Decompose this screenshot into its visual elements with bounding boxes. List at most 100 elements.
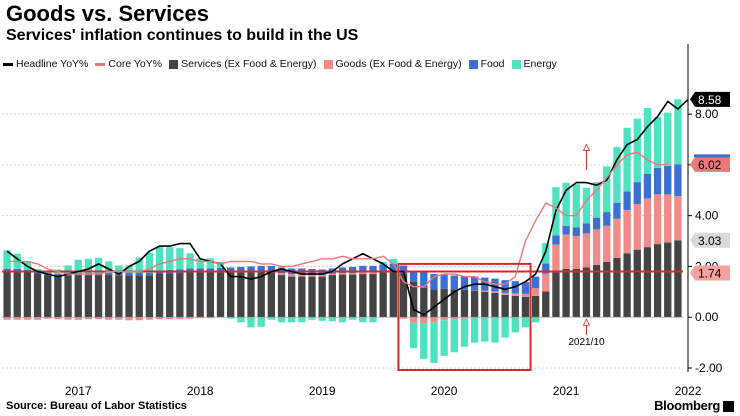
bar-food bbox=[399, 265, 408, 274]
bar-services bbox=[521, 296, 530, 318]
bar-food bbox=[389, 263, 397, 271]
x-tick-label: 2020 bbox=[431, 384, 458, 398]
bar-goods bbox=[440, 317, 448, 321]
bar-goods bbox=[420, 317, 428, 324]
bar-goods bbox=[450, 317, 458, 320]
bar-services bbox=[460, 289, 469, 318]
bar-food bbox=[105, 273, 113, 276]
bar-food bbox=[33, 271, 42, 274]
bar-goods bbox=[399, 317, 408, 319]
legend-item-food: Food bbox=[468, 58, 505, 70]
bar-services bbox=[237, 272, 245, 318]
bar-services bbox=[247, 272, 255, 318]
bar-goods bbox=[166, 317, 174, 320]
bar-energy bbox=[572, 184, 580, 228]
bar-goods bbox=[653, 194, 662, 245]
bar-food bbox=[227, 267, 235, 272]
bar-services bbox=[308, 276, 316, 318]
bar-services bbox=[257, 272, 265, 318]
bar-goods bbox=[491, 291, 499, 293]
bar-energy bbox=[521, 317, 530, 328]
bar-food bbox=[653, 167, 662, 195]
legend-swatch-energy bbox=[511, 59, 521, 69]
legend-label-goods: Goods (Ex Food & Energy) bbox=[335, 58, 462, 70]
y-tick-label: -2.00 bbox=[695, 361, 723, 375]
bar-services bbox=[450, 289, 458, 318]
bar-services bbox=[674, 240, 682, 318]
bar-food bbox=[633, 182, 641, 204]
bar-goods bbox=[288, 274, 296, 277]
bar-goods bbox=[511, 293, 519, 296]
bar-services bbox=[491, 292, 499, 318]
bar-energy bbox=[562, 182, 570, 226]
bar-energy bbox=[267, 317, 276, 320]
bar-energy bbox=[125, 265, 133, 274]
bar-energy bbox=[257, 317, 265, 327]
bar-goods bbox=[308, 274, 316, 277]
bar-goods bbox=[54, 317, 62, 320]
bar-goods bbox=[115, 317, 123, 320]
bar-goods bbox=[369, 272, 377, 275]
bar-food bbox=[216, 267, 225, 273]
bar-goods bbox=[582, 233, 591, 268]
legend-item-core: Core YoY% bbox=[95, 58, 162, 70]
bar-food bbox=[623, 191, 631, 211]
bar-energy bbox=[277, 317, 286, 323]
bar-goods bbox=[94, 317, 103, 320]
bar-goods bbox=[84, 317, 93, 320]
bar-goods bbox=[572, 235, 580, 269]
bar-goods bbox=[33, 317, 42, 320]
bar-energy bbox=[643, 107, 652, 175]
bar-energy bbox=[338, 317, 347, 323]
bar-food bbox=[206, 268, 215, 273]
bar-services bbox=[115, 275, 123, 318]
bar-energy bbox=[674, 99, 682, 165]
legend-swatch-goods bbox=[323, 59, 333, 69]
bar-energy bbox=[349, 317, 357, 320]
bar-energy bbox=[328, 317, 336, 322]
bloomberg-mark-icon bbox=[723, 401, 734, 412]
bar-energy bbox=[288, 317, 296, 323]
bar-food bbox=[531, 276, 540, 289]
bar-energy bbox=[155, 247, 164, 271]
bar-services bbox=[389, 271, 397, 318]
bar-energy bbox=[369, 317, 377, 323]
bar-goods bbox=[349, 273, 357, 275]
bar-energy bbox=[318, 317, 326, 321]
legend-item-services: Services (Ex Food & Energy) bbox=[169, 58, 317, 70]
highlight-box bbox=[397, 262, 532, 372]
bar-goods bbox=[64, 317, 72, 320]
bar-goods bbox=[44, 317, 52, 319]
bar-services bbox=[653, 244, 662, 318]
bar-services bbox=[633, 249, 641, 318]
bar-energy bbox=[105, 261, 113, 274]
bar-food bbox=[430, 274, 438, 290]
bar-energy bbox=[84, 258, 93, 274]
bar-food bbox=[521, 282, 530, 294]
bar-food bbox=[542, 263, 550, 274]
bar-energy bbox=[237, 317, 245, 323]
bar-services bbox=[592, 264, 601, 318]
annotation-arrowhead-lower bbox=[582, 318, 591, 326]
bar-food bbox=[3, 268, 11, 272]
bar-goods bbox=[328, 273, 336, 276]
bar-services bbox=[13, 271, 21, 318]
legend-label-energy: Energy bbox=[523, 58, 557, 70]
bar-food bbox=[359, 265, 367, 273]
bar-services bbox=[552, 272, 560, 318]
bar-goods bbox=[531, 288, 540, 296]
bar-goods bbox=[562, 234, 570, 269]
bar-services bbox=[74, 275, 82, 318]
bar-energy bbox=[501, 317, 509, 338]
legend-item-goods: Goods (Ex Food & Energy) bbox=[323, 58, 462, 70]
bar-energy bbox=[491, 317, 499, 343]
bar-energy bbox=[359, 317, 367, 323]
bloomberg-logo: Bloomberg bbox=[654, 398, 720, 413]
bar-services bbox=[328, 275, 336, 318]
bar-goods bbox=[196, 317, 204, 319]
bar-services bbox=[125, 275, 133, 318]
bar-energy bbox=[664, 112, 672, 166]
legend-item-headline: Headline YoY% bbox=[3, 58, 88, 70]
